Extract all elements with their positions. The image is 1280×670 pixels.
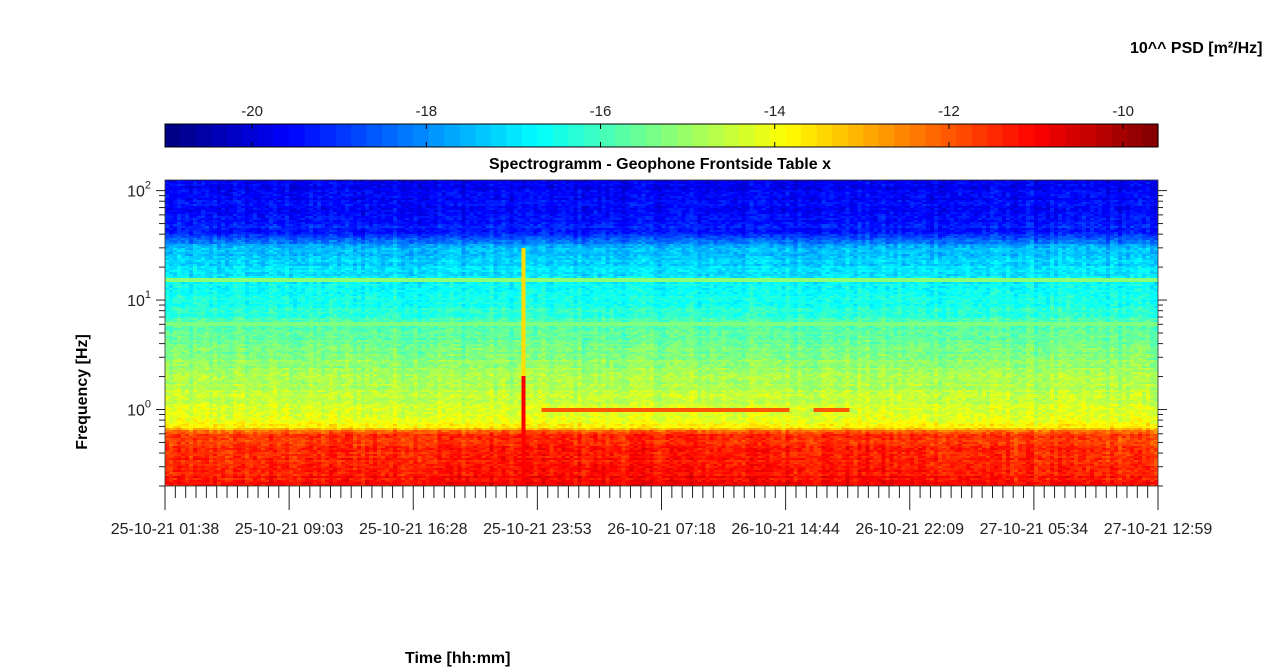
y-axis-label: Frequency [Hz] [74,334,91,450]
colorbar-swatch [227,124,244,147]
x-tick-label: 26-10-21 22:09 [855,521,964,538]
colorbar-swatch [909,124,926,147]
colorbar-swatch [444,124,461,147]
colorbar-tick-label: -12 [938,103,960,120]
colorbar-swatch [537,124,554,147]
colorbar-swatch [211,124,228,147]
colorbar-swatch [289,124,306,147]
colorbar-swatch [506,124,523,147]
colorbar-swatch [196,124,213,147]
colorbar-swatch [568,124,585,147]
colorbar-label: 10^^ PSD [m²/Hz] [1130,40,1263,57]
colorbar: -20 -18 -16 -14 -12 -10 [164,103,1159,148]
colorbar-swatch [847,124,864,147]
colorbar-swatch [490,124,507,147]
colorbar-swatch [692,124,709,147]
x-axis-label: Time [hh:mm] [405,650,511,667]
colorbar-swatch [428,124,445,147]
colorbar-swatch [351,124,368,147]
colorbar-frame [164,123,1159,148]
colorbar-tick-label: -16 [590,103,612,120]
chart-title: Spectrogramm - Geophone Frontside Table … [0,156,1280,174]
colorbar-swatch [413,124,430,147]
colorbar-swatch [304,124,321,147]
colorbar-swatch [180,124,197,147]
x-axis: 25-10-21 01:38 25-10-21 09:03 25-10-21 16:… [111,486,1213,538]
y-tick-label: 100 [127,399,151,420]
colorbar-tick-label: -18 [415,103,437,120]
colorbar-swatch [614,124,632,147]
colorbar-swatch [878,124,895,147]
colorbar-swatch [521,124,538,147]
x-tick-label: 26-10-21 07:18 [607,521,716,538]
colorbar-swatch [475,124,492,147]
x-tick-label: 27-10-21 12:59 [1104,521,1213,538]
colorbar-swatch [1142,124,1159,147]
colorbar-swatch [723,124,740,147]
colorbar-swatch [987,124,1004,147]
x-tick-label: 25-10-21 01:38 [111,521,220,538]
colorbar-swatch [1064,124,1082,147]
colorbar-swatch [708,124,725,147]
colorbar-swatch [739,124,756,147]
colorbar-swatch [397,124,414,147]
colorbar-swatch [785,124,802,147]
colorbar-swatch [1111,124,1128,147]
colorbar-swatch [320,124,337,147]
spectrogram-image [165,180,1158,486]
colorbar-swatch [599,124,616,147]
colorbar-swatch [1033,124,1050,147]
colorbar-swatch [754,124,771,147]
colorbar-tick-label: -20 [241,103,263,120]
colorbar-tick-label: -10 [1112,103,1134,120]
colorbar-swatch [677,124,694,147]
colorbar-swatch [583,124,601,147]
colorbar-swatch [382,124,399,147]
x-tick-label: 26-10-21 14:44 [731,521,840,538]
y-tick-label: 101 [127,289,151,310]
x-tick-label: 25-10-21 09:03 [235,521,344,538]
colorbar-swatch [1018,124,1035,147]
colorbar-swatch [335,124,352,147]
colorbar-swatch [1002,124,1019,147]
colorbar-swatch [940,124,957,147]
colorbar-swatch [273,124,290,147]
colorbar-swatch [832,124,849,147]
y-tick-label: 102 [127,180,151,201]
colorbar-swatch [1080,124,1097,147]
colorbar-swatch [165,124,182,147]
colorbar-swatch [956,124,973,147]
colorbar-swatch [661,124,678,147]
colorbar-swatch [894,124,911,147]
x-tick-label: 25-10-21 16:28 [359,521,468,538]
colorbar-swatch [816,124,833,147]
y-axis: 100 101 102 [127,180,1167,487]
x-tick-label: 27-10-21 05:34 [980,521,1089,538]
colorbar-swatch [863,124,880,147]
colorbar-swatch [459,124,476,147]
chart-title-text: Spectrogramm - Geophone Frontside Table … [489,156,831,173]
colorbar-swatch [1049,124,1066,147]
colorbar-swatch [801,124,818,147]
colorbar-swatch [1126,124,1144,147]
colorbar-swatch [242,124,259,147]
colorbar-swatch [258,124,275,147]
colorbar-swatch [552,124,570,147]
colorbar-swatch [971,124,988,147]
colorbar-swatch [925,124,942,147]
spectrogram-heatmap [164,179,1159,487]
x-tick-label: 25-10-21 23:53 [483,521,592,538]
colorbar-swatch [366,124,383,147]
colorbar-swatch [630,124,647,147]
colorbar-tick-label: -14 [764,103,786,120]
colorbar-swatch [770,124,787,147]
colorbar-swatch [1095,124,1113,147]
colorbar-swatch [645,124,663,147]
